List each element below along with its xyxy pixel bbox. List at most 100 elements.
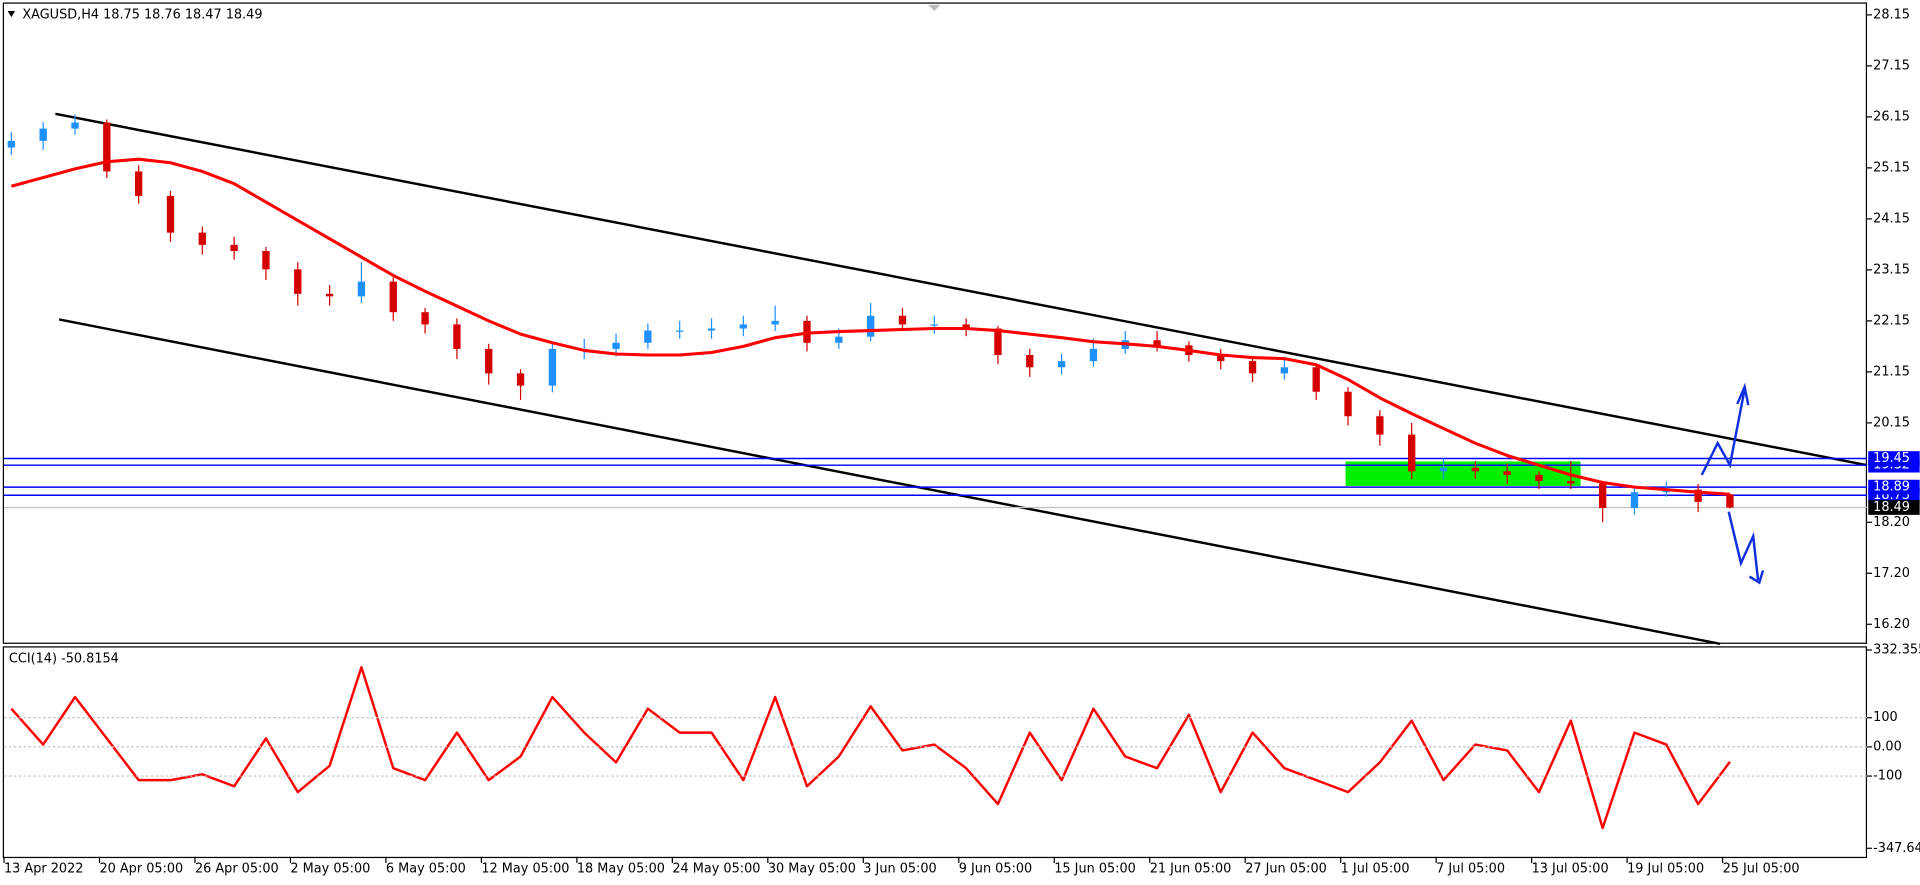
header-ohlc: 18.47 xyxy=(185,7,222,22)
candle-body xyxy=(835,336,843,343)
candle-body xyxy=(1217,355,1225,362)
candle-body xyxy=(707,328,716,331)
x-tick-label: 20 Apr 05:00 xyxy=(99,862,183,877)
candle-body xyxy=(1535,474,1543,481)
candle-body xyxy=(644,330,652,343)
channel-line xyxy=(58,318,1721,646)
y-tick-label: 21.15 xyxy=(1873,364,1910,379)
y-tick-label: 16.20 xyxy=(1873,617,1910,632)
candle-body xyxy=(294,269,302,294)
candle-body xyxy=(930,324,938,326)
x-tick-label: 12 May 05:00 xyxy=(481,862,569,877)
y-tick-label: 18.20 xyxy=(1873,515,1910,530)
candle-body xyxy=(612,342,620,349)
price-pane xyxy=(2,2,1868,644)
y-tick-label: 23.15 xyxy=(1873,262,1910,277)
scroll-marker xyxy=(928,4,941,12)
candle-body xyxy=(1057,361,1066,368)
x-tick-label: 18 May 05:00 xyxy=(577,862,665,877)
candle-body xyxy=(1567,480,1575,484)
x-tick-label: 3 Jun 05:00 xyxy=(863,862,936,877)
candle-body xyxy=(516,373,525,386)
header-ohlc: 18.75 xyxy=(103,7,140,22)
x-tick-label: 7 Jul 05:00 xyxy=(1436,862,1505,877)
candle-body xyxy=(453,324,461,349)
candle-body xyxy=(134,171,143,196)
y-tick-label: -347.646 xyxy=(1873,841,1920,856)
candle-body xyxy=(548,348,557,386)
candle-body xyxy=(1376,416,1384,435)
symbol: XAGUSD,H4 xyxy=(22,7,99,22)
y-tick-label: 22.15 xyxy=(1873,313,1910,328)
indicator-name: CCI(14) xyxy=(9,651,57,666)
candle-body xyxy=(1026,355,1034,368)
axes: 28.15 27.15 26.15 25.15 24.15 23.15 22.15 21.15… xyxy=(3,7,1920,877)
candle-body xyxy=(1089,348,1098,362)
candle-body xyxy=(898,315,907,325)
x-tick-label: 6 May 05:00 xyxy=(386,862,466,877)
candle-body xyxy=(1344,391,1352,417)
candle-body xyxy=(325,293,334,297)
header-triangle xyxy=(7,11,16,18)
channel-line xyxy=(55,112,1868,467)
candle-body xyxy=(1726,494,1734,508)
candle-body xyxy=(7,140,16,148)
y-tick-label: 26.15 xyxy=(1873,109,1910,124)
cci-line xyxy=(10,666,1731,830)
candle-body xyxy=(39,128,47,141)
moving-average xyxy=(10,157,1731,496)
y-tick-label: 0.00 xyxy=(1873,739,1902,754)
x-tick-label: 27 Jun 05:00 xyxy=(1245,862,1327,877)
level-label-box xyxy=(1868,479,1920,495)
y-tick-label: 332.355 xyxy=(1873,642,1920,657)
candle-body xyxy=(485,348,493,374)
candle-body xyxy=(389,281,397,313)
candle-body xyxy=(676,330,684,332)
level-label-box xyxy=(1868,451,1920,466)
plot xyxy=(4,114,1868,830)
level-label: 19.45 xyxy=(1873,451,1910,466)
x-tick-label: 30 May 05:00 xyxy=(768,862,856,877)
candle-body xyxy=(1694,489,1702,502)
x-tick-label: 9 Jun 05:00 xyxy=(959,862,1032,877)
candle-body xyxy=(166,195,175,233)
candle-body xyxy=(739,324,748,329)
x-tick-label: 24 May 05:00 xyxy=(672,862,760,877)
candle-body xyxy=(1598,483,1607,509)
indicator-value: -50.8154 xyxy=(61,651,119,666)
candle-body xyxy=(1280,367,1289,374)
x-tick-label: 19 Jul 05:00 xyxy=(1627,862,1704,877)
candle-body xyxy=(1503,471,1511,475)
candle-body xyxy=(198,232,206,245)
candle-body xyxy=(230,244,238,251)
x-tick-label: 15 Jun 05:00 xyxy=(1054,862,1136,877)
candle-body xyxy=(71,122,79,129)
y-tick-label: 17.20 xyxy=(1873,566,1910,581)
current-price-label: 18.49 xyxy=(1873,500,1910,515)
indicator-title: CCI(14) -50.8154 xyxy=(9,651,119,666)
y-tick-label: 24.15 xyxy=(1873,211,1910,226)
x-tick-label: 21 Jun 05:00 xyxy=(1150,862,1232,877)
header-ohlc: 18.76 xyxy=(144,7,181,22)
candle-body xyxy=(421,312,429,325)
candle-body xyxy=(962,324,970,329)
x-tick-label: 13 Apr 2022 xyxy=(4,862,83,877)
candle-body xyxy=(771,320,779,325)
candle-body xyxy=(1630,492,1639,509)
x-tick-label: 1 Jul 05:00 xyxy=(1341,862,1410,877)
x-tick-label: 13 Jul 05:00 xyxy=(1532,862,1609,877)
x-tick-label: 25 Jul 05:00 xyxy=(1723,862,1800,877)
y-tick-label: 27.15 xyxy=(1873,58,1910,73)
x-tick-label: 2 May 05:00 xyxy=(290,862,370,877)
indicator-pane xyxy=(2,646,1868,859)
y-tick-label: 28.15 xyxy=(1873,7,1910,22)
header: XAGUSD,H4 18.75 18.76 18.47 18.49 xyxy=(22,7,262,22)
candle-body xyxy=(262,250,270,270)
y-tick-label: 100 xyxy=(1873,710,1898,725)
candle-body xyxy=(866,315,875,337)
candle-body xyxy=(1471,467,1480,472)
candle-body xyxy=(357,281,366,297)
